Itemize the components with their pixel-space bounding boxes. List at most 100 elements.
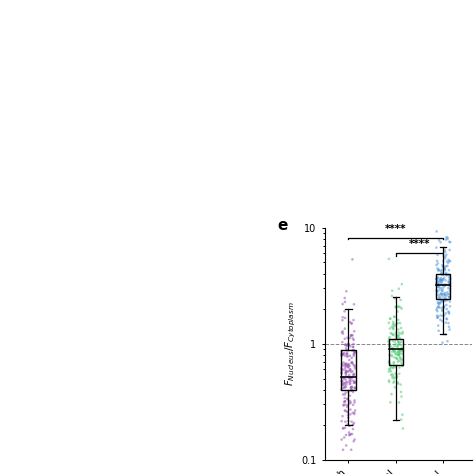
Point <box>395 331 402 339</box>
Point <box>434 281 442 288</box>
Point <box>341 362 349 369</box>
Point <box>351 362 358 369</box>
Point <box>346 406 354 413</box>
Point <box>349 335 357 342</box>
Point <box>350 316 357 324</box>
Point <box>433 306 440 313</box>
Point <box>434 288 441 295</box>
Point <box>342 370 349 377</box>
Point <box>440 281 448 289</box>
Point <box>446 310 453 318</box>
Point <box>345 360 353 368</box>
Point <box>349 421 357 428</box>
Point <box>442 271 450 278</box>
Point <box>352 384 359 392</box>
Point <box>349 255 356 263</box>
Point <box>345 362 352 370</box>
Point <box>345 373 352 381</box>
Point <box>350 340 357 348</box>
Point <box>390 320 398 328</box>
Point <box>388 330 396 338</box>
Point <box>446 326 454 333</box>
Point <box>438 317 446 325</box>
Point <box>446 293 453 301</box>
Point <box>350 370 357 378</box>
Point <box>444 234 451 241</box>
Point <box>345 364 352 371</box>
Point <box>338 347 346 355</box>
Point <box>351 379 358 386</box>
Point <box>398 281 406 288</box>
Point <box>389 287 396 294</box>
Point <box>346 400 354 407</box>
Point <box>388 323 395 331</box>
Point <box>434 299 442 306</box>
Point <box>343 349 351 356</box>
Point <box>396 339 403 346</box>
Point <box>343 287 350 295</box>
Point <box>387 343 394 350</box>
Point <box>434 278 442 285</box>
Point <box>344 341 352 348</box>
Point <box>347 446 355 454</box>
Point <box>387 361 394 368</box>
Point <box>436 293 443 301</box>
Point <box>341 349 348 357</box>
Point <box>437 290 445 297</box>
Point <box>392 355 400 362</box>
Point <box>346 422 354 429</box>
Point <box>438 276 445 284</box>
Point <box>388 345 395 353</box>
Point <box>393 373 401 380</box>
Point <box>434 251 441 259</box>
Point <box>398 305 405 312</box>
Point <box>342 372 350 379</box>
Point <box>385 378 393 386</box>
Point <box>397 338 405 346</box>
Point <box>349 388 357 396</box>
Point <box>344 395 352 403</box>
Point <box>389 321 397 328</box>
Point <box>341 294 348 302</box>
Point <box>443 315 451 323</box>
Point <box>441 248 449 255</box>
Point <box>434 308 441 315</box>
Point <box>344 414 352 421</box>
Point <box>391 374 399 382</box>
Point <box>342 369 349 376</box>
Point <box>395 349 403 357</box>
Point <box>341 308 348 315</box>
Point <box>349 346 356 354</box>
Point <box>433 275 440 283</box>
Point <box>351 436 358 443</box>
Point <box>338 350 346 357</box>
Point <box>351 407 359 414</box>
Point <box>344 353 352 360</box>
Point <box>350 350 358 358</box>
Point <box>350 328 358 335</box>
Point <box>346 374 354 382</box>
Point <box>385 365 393 373</box>
Point <box>390 364 397 372</box>
Point <box>351 384 359 392</box>
Point <box>446 302 454 310</box>
Point <box>341 325 349 332</box>
Point <box>346 318 354 326</box>
Point <box>440 274 448 282</box>
Point <box>391 313 398 320</box>
Point <box>397 381 404 388</box>
Point <box>392 340 400 348</box>
Point <box>437 277 444 284</box>
Point <box>433 304 441 312</box>
Point <box>397 296 404 304</box>
Point <box>342 407 349 415</box>
Point <box>351 348 359 356</box>
Point <box>398 393 405 401</box>
Point <box>397 388 405 396</box>
Point <box>390 358 398 366</box>
Point <box>396 355 404 362</box>
Point <box>434 260 442 267</box>
Point <box>348 374 356 381</box>
Point <box>347 331 355 339</box>
Point <box>443 315 450 322</box>
